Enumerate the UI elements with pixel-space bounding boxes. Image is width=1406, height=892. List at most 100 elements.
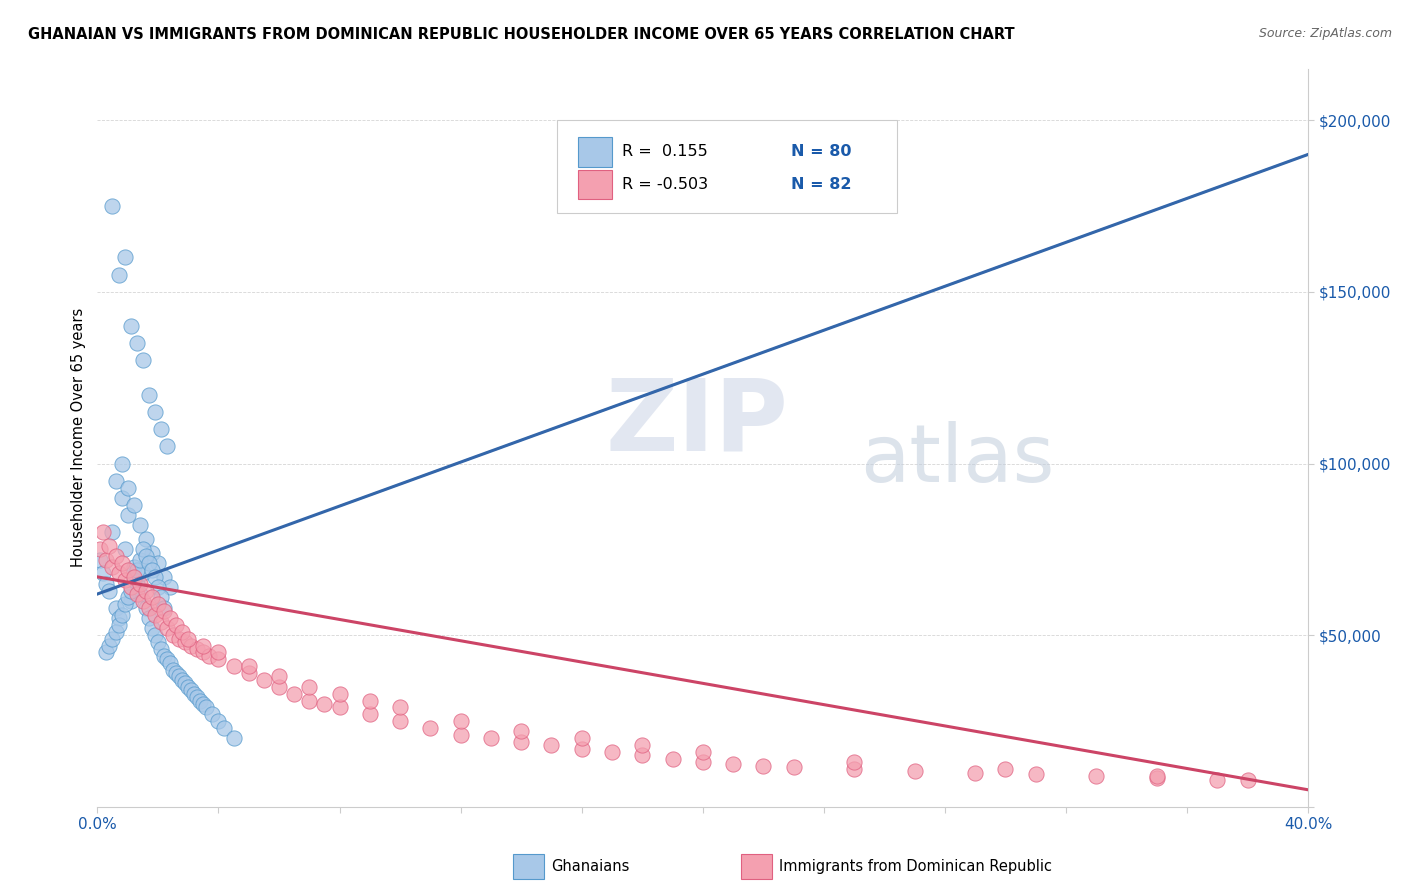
Point [188,693,211,707]
Point [571,741,593,756]
Point [1236,772,1258,787]
Point [782,760,804,774]
Point [107,566,129,581]
Point [146,598,169,612]
Text: Ghanaians: Ghanaians [551,859,630,873]
Point [631,748,654,763]
Point [128,552,150,566]
Point [107,268,129,282]
Point [135,549,157,564]
Point [143,607,166,622]
Point [180,639,202,653]
Point [143,405,166,419]
Point [1146,771,1168,785]
Point [132,542,155,557]
Point [298,693,321,707]
Point [198,648,221,663]
Point [172,624,194,639]
Point [842,762,865,776]
Point [904,764,927,778]
Point [98,539,121,553]
Point [107,618,129,632]
Point [122,498,145,512]
Point [165,666,187,681]
Point [238,659,260,673]
FancyBboxPatch shape [578,137,612,167]
Point [159,611,181,625]
Point [96,645,118,659]
Point [101,559,124,574]
Point [122,559,145,574]
Point [159,656,181,670]
Point [1085,769,1108,783]
Point [132,353,155,368]
Point [177,632,200,646]
Point [153,570,176,584]
Point [193,697,215,711]
Text: Source: ZipAtlas.com: Source: ZipAtlas.com [1258,27,1392,40]
Point [128,576,150,591]
Point [104,474,127,488]
Point [117,591,139,605]
Point [125,576,148,591]
Point [631,738,654,752]
Point [128,518,150,533]
Text: N = 80: N = 80 [792,145,852,160]
Point [122,570,145,584]
Point [195,700,218,714]
Point [128,587,150,601]
Point [141,621,163,635]
Point [141,546,163,560]
Text: R =  0.155: R = 0.155 [621,145,707,160]
Point [143,628,166,642]
Point [267,669,290,683]
Point [89,552,111,566]
Point [156,439,179,453]
FancyBboxPatch shape [557,120,897,212]
Text: GHANAIAN VS IMMIGRANTS FROM DOMINICAN REPUBLIC HOUSEHOLDER INCOME OVER 65 YEARS : GHANAIAN VS IMMIGRANTS FROM DOMINICAN RE… [28,27,1015,42]
Point [222,731,245,746]
Point [571,731,593,746]
Y-axis label: Householder Income Over 65 years: Householder Income Over 65 years [72,308,86,567]
Point [135,532,157,546]
Point [359,693,381,707]
Point [138,388,160,402]
Point [135,583,157,598]
Point [138,600,160,615]
Point [1206,772,1229,787]
Point [174,676,197,690]
Point [141,591,163,605]
Point [994,762,1017,776]
Point [177,680,200,694]
Point [201,707,224,722]
Point [101,632,124,646]
Point [207,652,229,666]
Point [1146,769,1168,783]
Point [186,690,208,704]
Point [96,552,118,566]
Point [101,525,124,540]
Point [149,591,172,605]
Point [600,745,623,759]
FancyBboxPatch shape [578,169,612,199]
Point [692,756,714,770]
Point [141,563,163,577]
Point [143,570,166,584]
Point [540,738,562,752]
Point [159,580,181,594]
Point [117,481,139,495]
Point [120,319,142,334]
Point [146,556,169,570]
Point [120,594,142,608]
Point [180,683,202,698]
Point [132,594,155,608]
Point [93,525,115,540]
Point [167,632,190,646]
Point [174,635,197,649]
Point [93,566,115,581]
Point [721,757,744,772]
Point [752,758,775,772]
Point [149,642,172,657]
Point [114,574,136,588]
Point [172,673,194,687]
